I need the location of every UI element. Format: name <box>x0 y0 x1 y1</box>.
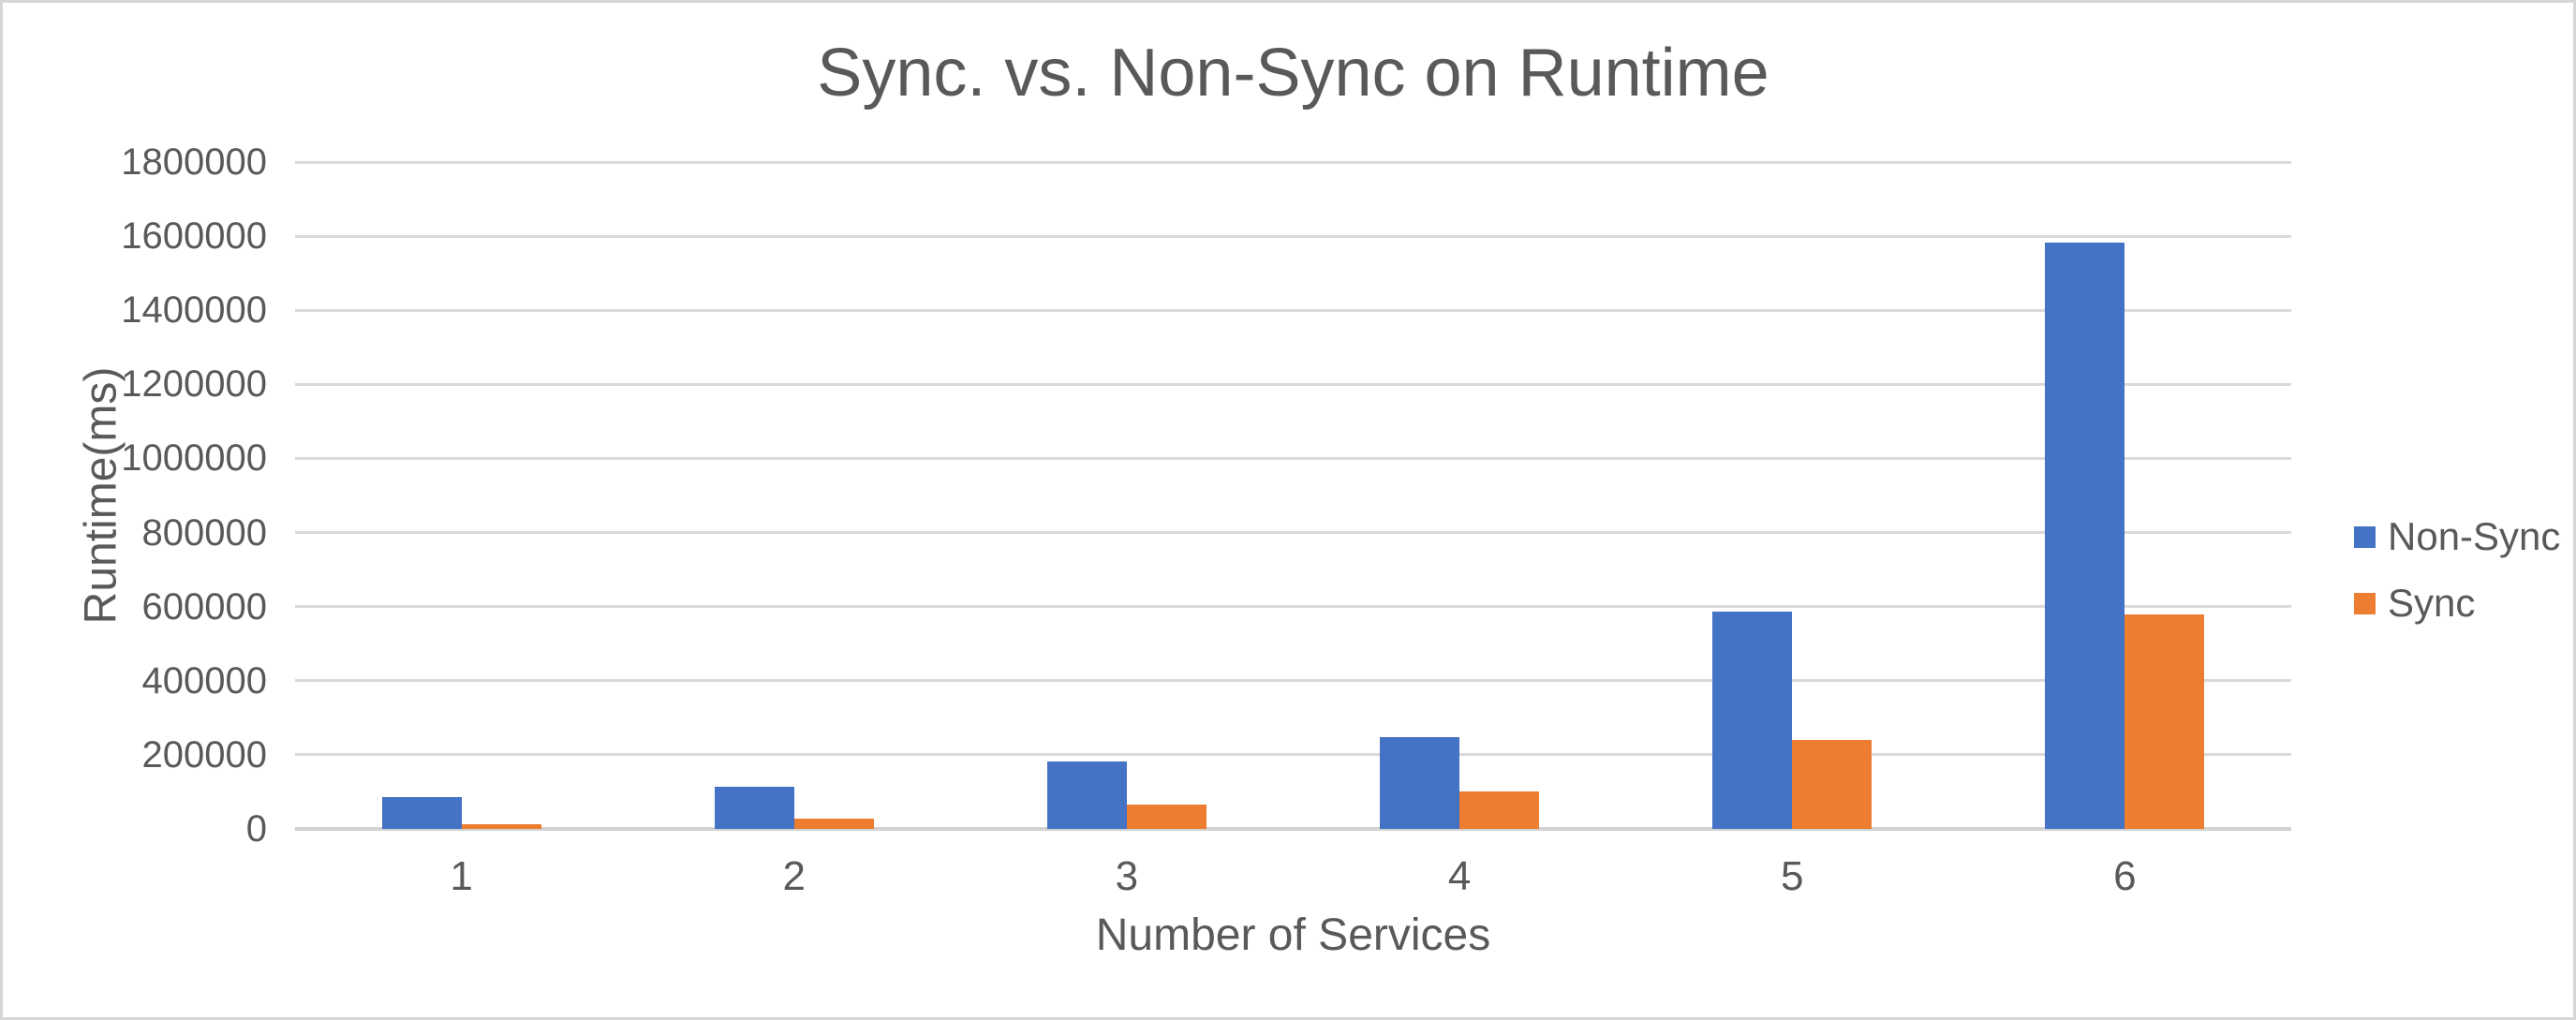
bar-sync-category-3 <box>1126 805 1207 829</box>
legend-label-sync: Sync <box>2388 581 2476 625</box>
gridline-1400000 <box>295 308 2291 312</box>
ytick-label-1800000: 1800000 <box>121 141 267 183</box>
xtick-label-2: 2 <box>782 853 806 899</box>
gridline-1600000 <box>295 234 2291 238</box>
legend-swatch-non-sync-icon <box>2354 525 2376 548</box>
bar-sync-category-2 <box>793 818 874 829</box>
xtick-label-5: 5 <box>1781 853 1804 899</box>
bar-sync-category-6 <box>2124 613 2205 829</box>
legend-label-non-sync: Non-Sync <box>2388 514 2561 558</box>
ytick-label-1200000: 1200000 <box>121 363 267 406</box>
x-axis-title: Number of Services <box>1095 910 1491 960</box>
legend-entry-non-sync: Non-Sync <box>2354 514 2560 559</box>
ytick-label-200000: 200000 <box>141 733 267 776</box>
xtick-label-6: 6 <box>2113 853 2137 899</box>
gridline-600000 <box>295 605 2291 609</box>
ytick-label-1400000: 1400000 <box>121 289 267 332</box>
bar-non-sync-category-3 <box>1046 761 1127 829</box>
xtick-label-3: 3 <box>1115 853 1139 899</box>
legend: Non-Sync Sync <box>2354 514 2560 647</box>
ytick-label-800000: 800000 <box>141 511 267 554</box>
gridline-400000 <box>295 679 2291 683</box>
ytick-label-600000: 600000 <box>141 585 267 628</box>
y-axis-title: Runtime(ms) <box>76 366 126 625</box>
gridline-200000 <box>295 753 2291 757</box>
bar-sync-category-1 <box>461 823 541 829</box>
x-axis-line <box>295 827 2291 831</box>
legend-entry-sync: Sync <box>2354 581 2560 626</box>
gridline-800000 <box>295 531 2291 535</box>
chart-title: Sync. vs. Non-Sync on Runtime <box>817 36 1769 111</box>
bar-non-sync-category-5 <box>1712 611 1793 829</box>
bar-non-sync-category-4 <box>1380 736 1460 829</box>
ytick-label-0: 0 <box>245 808 267 850</box>
legend-swatch-sync-icon <box>2354 592 2376 614</box>
xtick-label-1: 1 <box>450 853 473 899</box>
gridline-1000000 <box>295 456 2291 460</box>
ytick-label-400000: 400000 <box>141 659 267 702</box>
bar-non-sync-category-1 <box>381 796 462 829</box>
bar-sync-category-4 <box>1459 791 1540 829</box>
ytick-label-1600000: 1600000 <box>121 215 267 258</box>
bar-sync-category-5 <box>1792 740 1873 829</box>
plot-area <box>295 160 2291 831</box>
bar-non-sync-category-2 <box>714 786 794 829</box>
gridline-1800000 <box>295 160 2291 164</box>
gridline-1200000 <box>295 382 2291 386</box>
bar-non-sync-category-6 <box>2045 242 2125 829</box>
ytick-label-1000000: 1000000 <box>121 437 267 480</box>
xtick-label-4: 4 <box>1447 853 1472 899</box>
